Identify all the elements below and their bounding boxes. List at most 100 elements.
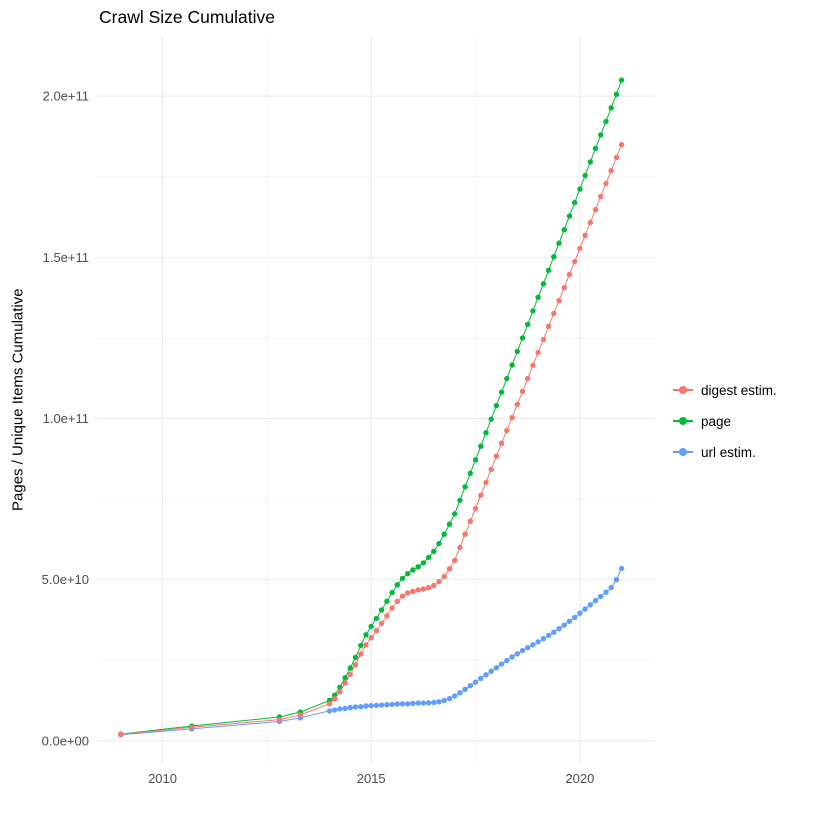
data-point [326, 708, 333, 714]
data-point [561, 622, 567, 628]
data-point [525, 375, 531, 382]
data-point [603, 589, 609, 595]
data-point [592, 207, 599, 213]
data-point [587, 159, 593, 165]
data-point [561, 285, 567, 291]
data-point [472, 679, 479, 685]
y-tick-label: 1.0e+11 [43, 411, 89, 426]
data-point [420, 586, 427, 592]
data-point [530, 308, 536, 314]
data-point [389, 605, 395, 611]
data-point [431, 582, 437, 589]
data-point [509, 414, 515, 421]
data-point [618, 565, 625, 572]
data-point [613, 577, 620, 583]
y-tick-label: 5.0e+10 [42, 572, 89, 587]
data-point [504, 375, 510, 382]
data-point [368, 635, 374, 641]
data-point [540, 281, 547, 287]
data-point [540, 336, 547, 343]
legend-dot-swatch [679, 417, 687, 425]
data-point [405, 590, 411, 596]
data-point [613, 154, 620, 161]
data-point [373, 615, 380, 622]
data-point [446, 566, 453, 572]
data-point [577, 245, 583, 252]
x-tick-label: 2015 [357, 771, 386, 786]
data-point [572, 258, 578, 265]
data-point [483, 479, 489, 485]
data-point [373, 702, 380, 709]
data-point [378, 607, 385, 613]
data-point [545, 632, 552, 639]
data-point [415, 564, 421, 570]
legend-label-page: page [701, 413, 732, 429]
data-point [582, 232, 588, 239]
data-point [462, 484, 468, 490]
legend-label-digest-estim: digest estim. [701, 382, 777, 398]
data-point [530, 362, 536, 369]
data-point [342, 705, 348, 711]
data-point [457, 690, 463, 696]
legend-dot-swatch [679, 448, 687, 456]
data-point [452, 511, 458, 517]
data-point [415, 587, 421, 593]
data-point [332, 707, 338, 713]
data-point [441, 697, 447, 704]
data-point [342, 675, 348, 681]
data-point [352, 704, 359, 710]
data-point [514, 348, 520, 355]
data-point [363, 642, 369, 648]
data-point [189, 724, 195, 730]
data-point [420, 560, 427, 566]
data-point [618, 77, 625, 83]
data-point [399, 575, 406, 582]
data-point [446, 695, 453, 702]
y-tick-label: 0.0e+00 [42, 733, 89, 748]
data-point [519, 388, 526, 395]
data-point [368, 623, 374, 630]
data-point [493, 402, 500, 409]
legend-dot-swatch [679, 386, 687, 394]
data-point [478, 492, 484, 498]
data-point [514, 651, 520, 657]
legend-key-url-estim [672, 443, 694, 461]
data-point [347, 665, 353, 671]
data-point [603, 180, 609, 187]
data-point [483, 430, 489, 436]
data-point [394, 701, 400, 707]
data-point [347, 671, 353, 678]
data-point [337, 689, 343, 695]
data-point [498, 440, 505, 446]
series-digest-estim [118, 141, 625, 738]
data-point [457, 497, 463, 504]
data-point [441, 573, 447, 580]
data-point [373, 627, 380, 634]
data-point [410, 700, 416, 707]
data-point [332, 696, 338, 702]
data-point [378, 702, 385, 708]
data-point [410, 588, 416, 594]
data-point [436, 578, 442, 585]
data-point [457, 544, 463, 551]
data-point [352, 662, 359, 668]
data-point [519, 335, 526, 341]
data-point [410, 567, 416, 573]
data-point [488, 416, 494, 422]
data-point [483, 672, 489, 678]
data-point [592, 145, 599, 152]
data-point [603, 118, 609, 125]
y-axis-title: Pages / Unique Items Cumulative [9, 288, 27, 512]
data-point [577, 610, 583, 616]
x-tick-label: 2010 [148, 771, 177, 786]
data-point [519, 647, 526, 654]
data-point [472, 457, 479, 463]
data-point [561, 227, 567, 233]
data-point [452, 693, 458, 699]
data-point [452, 557, 458, 563]
data-point [389, 701, 395, 708]
data-point [493, 665, 500, 671]
data-point [587, 602, 593, 608]
data-point [556, 626, 562, 632]
data-point [551, 254, 557, 260]
